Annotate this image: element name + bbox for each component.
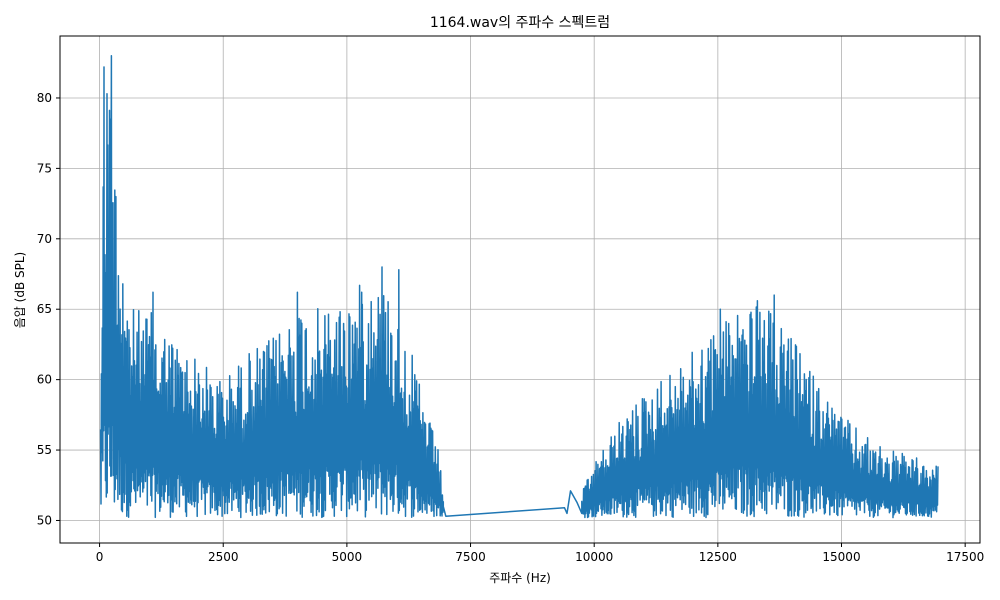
y-tick-label: 65	[37, 302, 52, 316]
y-tick-label: 55	[37, 443, 52, 457]
x-axis-title: 주파수 (Hz)	[489, 571, 551, 585]
x-tick-label: 12500	[699, 550, 737, 564]
y-tick-label: 60	[37, 373, 52, 387]
x-tick-label: 17500	[946, 550, 984, 564]
x-tick-label: 15000	[822, 550, 860, 564]
y-tick-label: 80	[37, 91, 52, 105]
y-axis-title: 음압 (dB SPL)	[13, 252, 27, 328]
x-tick-label: 5000	[332, 550, 363, 564]
x-axis-ticks: 0 2500 5000 7500 10000 12500 15000 17500	[96, 543, 984, 564]
chart-title: 1164.wav의 주파수 스펙트럼	[430, 15, 610, 31]
y-tick-label: 70	[37, 232, 52, 246]
spectrum-line	[99, 54, 939, 519]
x-tick-label: 0	[96, 550, 104, 564]
y-tick-label: 75	[37, 161, 52, 175]
y-axis-ticks: 50 55 60 65 70 75 80	[37, 91, 60, 527]
x-tick-label: 10000	[575, 550, 613, 564]
y-tick-label: 50	[37, 513, 52, 527]
series-spectrum	[99, 54, 939, 519]
x-tick-label: 7500	[455, 550, 486, 564]
plot-frame	[59, 35, 981, 544]
x-tick-label: 2500	[208, 550, 239, 564]
